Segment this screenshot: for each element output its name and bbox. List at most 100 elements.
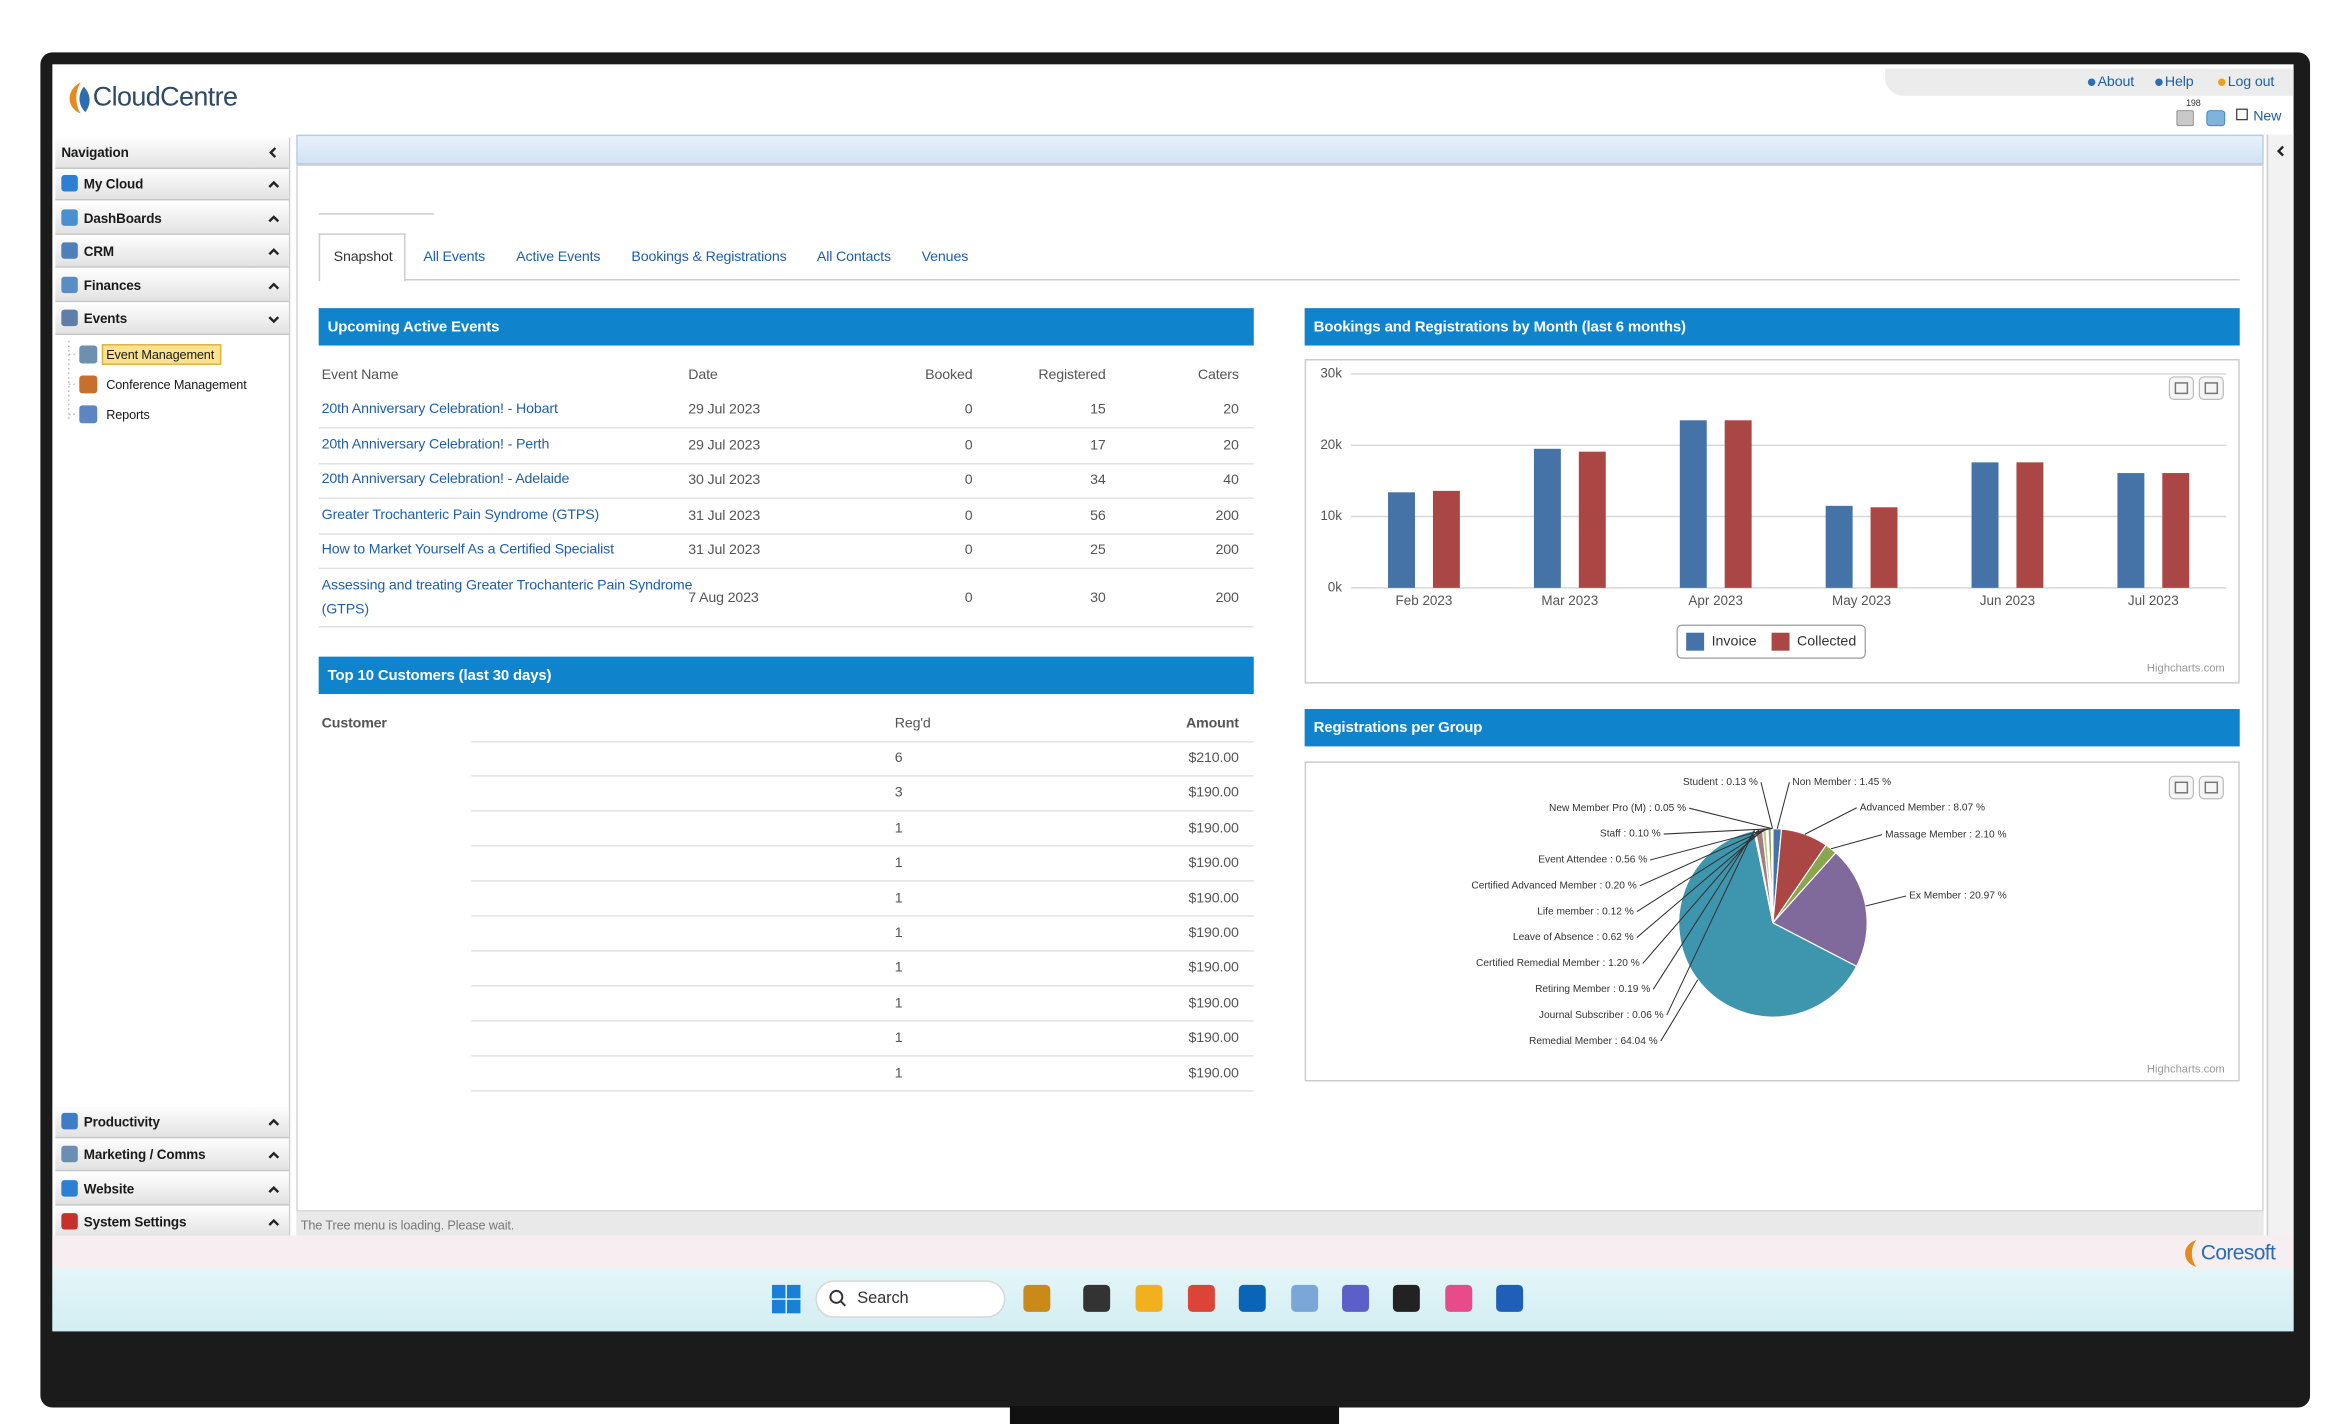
link-icon <box>2087 78 2096 87</box>
y-tick-label: 10k <box>1320 508 1342 523</box>
footer-logo: Coresoft <box>2200 1240 2276 1264</box>
chevron-icon <box>268 248 280 256</box>
taskbar-app <box>1392 1284 1420 1312</box>
label-connector <box>1663 828 1772 835</box>
tab[interactable]: Snapshot <box>333 249 393 266</box>
nav-item[interactable] <box>55 203 289 235</box>
table-cell: $190.00 <box>1188 890 1239 907</box>
nav-icon <box>61 1213 78 1230</box>
event-link[interactable]: 20th Anniversary Celebration! - Adelaide <box>321 471 570 488</box>
nav-item[interactable] <box>55 169 289 201</box>
event-link[interactable]: 20th Anniversary Celebration! - Hobart <box>321 400 558 418</box>
nav-icon <box>61 242 78 259</box>
header-link[interactable]: Help <box>2164 74 2194 91</box>
nav-item-label[interactable]: DashBoards <box>83 210 162 226</box>
nav-item[interactable] <box>55 236 289 268</box>
taskbar-app <box>1291 1284 1319 1312</box>
nav-item-label[interactable]: My Cloud <box>83 176 144 192</box>
nav-item[interactable] <box>55 1174 289 1206</box>
nav-sub-item[interactable]: Reports <box>106 406 150 422</box>
tab[interactable]: Active Events <box>516 249 601 266</box>
nav-item-label[interactable]: System Settings <box>83 1214 187 1230</box>
nav-item-label[interactable]: Productivity <box>83 1114 160 1130</box>
table-cell: 200 <box>1215 507 1239 525</box>
nav-item-label[interactable]: CRM <box>83 243 115 259</box>
nav-item[interactable] <box>55 1139 289 1172</box>
search-icon <box>840 1300 847 1307</box>
tab[interactable]: Bookings & Registrations <box>631 249 787 266</box>
pie-label: Advanced Member : 8.07 % <box>1860 802 1985 813</box>
table-cell: 200 <box>1215 590 1239 607</box>
nav-header <box>55 137 289 170</box>
nav-item[interactable] <box>55 1106 289 1139</box>
link-icon <box>2155 78 2163 87</box>
search-box[interactable] <box>815 1280 1006 1318</box>
section-title: Upcoming Active Events <box>327 318 500 336</box>
table-cell: 17 <box>1090 437 1106 454</box>
new-icon <box>2236 108 2248 121</box>
tab[interactable]: All Events <box>423 249 486 266</box>
taskbar-search[interactable]: Search <box>857 1289 909 1308</box>
nav-item[interactable] <box>55 303 289 336</box>
new-button[interactable]: New <box>2253 108 2282 125</box>
pie-label: Certified Remedial Member : 1.20 % <box>1476 958 1640 969</box>
event-link[interactable]: 20th Anniversary Celebration! - Perth <box>321 436 550 454</box>
chevron-icon <box>2276 145 2284 157</box>
table-cell: 30 Jul 2023 <box>688 471 761 489</box>
nav-sub-item[interactable]: Conference Management <box>106 376 247 392</box>
taskbar-app <box>1342 1284 1369 1312</box>
pie-label: Life member : 0.12 % <box>1537 906 1634 917</box>
export-button <box>2198 775 2224 800</box>
section-header <box>1304 709 2240 747</box>
header-link[interactable]: Log out <box>2227 74 2275 91</box>
taskbar-app <box>1135 1284 1163 1312</box>
legend-swatch <box>1686 632 1705 651</box>
nav-item[interactable] <box>55 1207 289 1239</box>
pie-slice <box>1771 828 1774 923</box>
table-cell: $190.00 <box>1188 1065 1239 1082</box>
table-cell: 29 Jul 2023 <box>688 437 761 454</box>
event-link[interactable]: How to Market Yourself As a Certified Sp… <box>321 541 614 558</box>
label-connector <box>1776 782 1790 829</box>
x-tick-label: May 2023 <box>1832 593 1891 608</box>
pie-label: Non Member : 1.45 % <box>1792 777 1891 788</box>
bar <box>1870 507 1898 588</box>
nav-item-label[interactable]: Website <box>83 1181 135 1197</box>
x-tick-label: Feb 2023 <box>1396 593 1453 608</box>
export-button <box>2198 376 2224 400</box>
table-cell: 0 <box>964 401 973 419</box>
table-cell: 3 <box>894 785 903 802</box>
nav-icon <box>61 209 78 226</box>
nav-item-label[interactable]: Finances <box>83 278 141 294</box>
event-link[interactable]: Assessing and treating Greater Trochante… <box>321 577 693 618</box>
chevron-icon <box>268 1185 280 1193</box>
label-connector <box>1636 828 1765 938</box>
nav-item-label[interactable]: Events <box>83 311 128 327</box>
bar <box>1388 492 1415 588</box>
taskbar-app <box>1023 1284 1051 1312</box>
nav-item[interactable] <box>55 270 289 303</box>
nav-item-label[interactable]: Marketing / Comms <box>83 1147 206 1163</box>
table-cell: $190.00 <box>1188 820 1239 837</box>
bar <box>2117 473 2145 588</box>
nav-sub-item[interactable]: Event Management <box>106 347 215 362</box>
pie-label: Retiring Member : 0.19 % <box>1535 984 1650 995</box>
bar <box>1432 490 1460 588</box>
table-cell: 30 <box>1090 590 1106 607</box>
event-link[interactable]: Greater Trochanteric Pain Syndrome (GTPS… <box>321 507 600 524</box>
header-link[interactable]: About <box>2097 74 2135 91</box>
x-tick-label: Mar 2023 <box>1541 593 1598 608</box>
search-icon <box>829 1289 844 1304</box>
label-connector <box>1666 830 1755 1016</box>
table-cell: 1 <box>894 960 903 977</box>
tab[interactable]: Venues <box>921 249 969 266</box>
pie-label: Journal Subscriber : 0.06 % <box>1539 1010 1664 1021</box>
start-icon <box>772 1284 786 1299</box>
table-header: Caters <box>1197 367 1239 384</box>
table-cell: 0 <box>964 507 973 525</box>
table-cell: 0 <box>964 590 973 607</box>
pie-label: Event Attendee : 0.56 % <box>1538 855 1647 866</box>
table-cell: 0 <box>964 471 973 489</box>
tab[interactable]: All Contacts <box>816 249 891 266</box>
